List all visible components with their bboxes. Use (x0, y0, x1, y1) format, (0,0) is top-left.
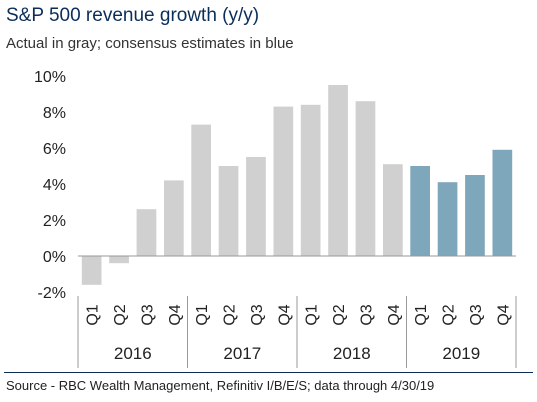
estimate-bar (465, 175, 485, 256)
estimate-bar (437, 182, 458, 256)
quarter-label: Q3 (139, 304, 156, 325)
year-label: 2017 (223, 344, 261, 363)
estimate-bar (492, 149, 513, 256)
quarter-label: Q1 (194, 304, 211, 325)
chart-title: S&P 500 revenue growth (y/y) (6, 5, 260, 26)
actual-bar (81, 256, 102, 285)
y-tick-label: 2% (43, 213, 66, 230)
actual-bar (273, 106, 294, 256)
y-tick-label: 10% (34, 69, 66, 86)
quarter-label: Q4 (386, 304, 403, 325)
actual-bar (300, 104, 321, 256)
quarter-label: Q2 (112, 304, 129, 325)
actual-bar (328, 85, 348, 256)
year-label: 2019 (442, 344, 480, 363)
source-note: Source - RBC Wealth Management, Refiniti… (6, 378, 435, 393)
quarter-label: Q3 (468, 304, 485, 325)
actual-bar (383, 164, 403, 256)
actual-bar (246, 157, 266, 256)
quarter-label: Q3 (358, 304, 375, 325)
actual-bar (218, 166, 239, 256)
y-tick-label: 0% (43, 249, 66, 266)
year-label: 2018 (333, 344, 371, 363)
year-label: 2016 (114, 344, 152, 363)
chart-subtitle: Actual in gray; consensus estimates in b… (6, 35, 294, 52)
bar-chart: -2% 0% 2% 4% 6% 8% 10% Q1 Q2 Q3 Q4 Q1 Q2 Q3 Q4 Q1 Q2 Q3 Q4… (34, 69, 517, 368)
actual-bar (164, 180, 184, 256)
y-tick-label: -2% (38, 285, 66, 302)
actual-bar (136, 209, 157, 256)
y-tick-label: 8% (43, 105, 66, 122)
quarter-label: Q4 (276, 304, 293, 325)
quarter-label: Q2 (441, 304, 458, 325)
y-tick-label: 6% (43, 141, 66, 158)
quarter-label: Q1 (413, 304, 430, 325)
actual-bar (109, 256, 129, 264)
quarter-label: Q1 (304, 304, 321, 325)
quarter-label: Q2 (331, 304, 348, 325)
actual-bar (191, 124, 211, 256)
estimate-bar (410, 166, 430, 256)
actual-bar (355, 101, 376, 256)
quarter-label: Q3 (249, 304, 266, 325)
footer-divider (4, 372, 533, 373)
quarter-label: Q4 (495, 304, 512, 325)
quarter-label: Q2 (222, 304, 239, 325)
quarter-label: Q1 (85, 304, 102, 325)
y-tick-label: 4% (43, 177, 66, 194)
quarter-label: Q4 (167, 304, 184, 325)
